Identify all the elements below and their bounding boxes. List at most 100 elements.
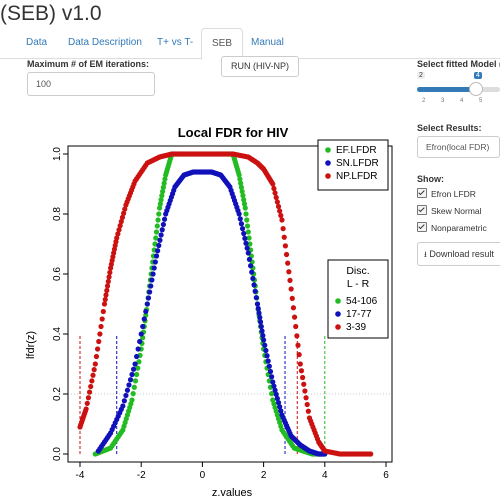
data-point-np-lfdr [94,346,101,352]
data-point-sn-lfdr [151,265,157,271]
legend-marker [325,147,331,153]
data-point-ef-lfdr [243,211,249,217]
data-point-sn-lfdr [277,404,283,410]
download-button-label: Download result [429,249,494,259]
em-iterations-input[interactable]: 100 [27,72,155,96]
data-point-np-lfdr [91,367,97,373]
download-button[interactable]: ⭳ Download result [417,242,500,266]
data-point-np-lfdr [293,323,299,330]
data-point-sn-lfdr [132,361,138,367]
x-tick-label: -4 [76,470,85,481]
data-point-np-lfdr [304,401,310,408]
data-point-np-lfdr [89,378,95,384]
tab-data-description[interactable]: Data Description [68,37,142,48]
slider-handle[interactable] [469,82,483,96]
data-point-sn-lfdr [137,338,143,345]
data-point-np-lfdr [291,314,298,320]
chart-marks [68,151,392,457]
show-efron-lfdr-checkbox[interactable]: Efron LFDR [417,188,476,199]
select-results-dropdown[interactable]: Efron(local FDR) [417,136,500,158]
y-tick-label: 0.6 [52,267,63,281]
select-results-label: Select Results: [417,123,482,133]
legend-methods: EF.LFDR SN.LFDR NP.LFDR [317,139,389,191]
data-point-sn-lfdr [254,301,261,307]
data-point-sn-lfdr [271,383,277,389]
slider-tick-5: 5 [479,98,483,104]
tab-data[interactable]: Data [26,37,48,48]
data-point-ef-lfdr [131,384,137,390]
em-iterations-label: Maximum # of EM iterations: [27,59,150,69]
data-point-sn-lfdr [260,332,266,339]
data-point-sn-lfdr [144,301,150,307]
data-point-np-lfdr [272,190,278,196]
data-point-sn-lfdr [152,259,158,265]
data-point-ef-lfdr [156,211,162,217]
data-point-sn-lfdr [256,310,262,316]
data-point-sn-lfdr [258,323,264,330]
data-point-np-lfdr [92,361,98,367]
data-point-sn-lfdr [239,226,246,232]
data-point-np-lfdr [275,203,282,210]
data-point-ef-lfdr [239,188,245,195]
data-point-np-lfdr [99,316,105,322]
tab-seb[interactable]: SEB [201,28,243,60]
x-tick-label: 6 [383,470,389,481]
data-point-sn-lfdr [127,377,134,383]
data-point-sn-lfdr [272,387,278,393]
show-skew-normal-checkbox[interactable]: Skew Normal [417,205,482,216]
tab-t-plus-vs-t-minus[interactable]: T+ vs T- [157,37,194,48]
legend2-entry: 3-39 [346,322,366,333]
data-point-np-lfdr [122,206,128,212]
data-point-sn-lfdr [273,391,279,397]
data-point-ef-lfdr [244,217,250,223]
data-point-np-lfdr [90,372,96,378]
data-point-sn-lfdr [261,337,267,343]
data-point-sn-lfdr [259,328,265,334]
data-point-np-lfdr [281,234,287,240]
data-point-np-lfdr [88,383,94,390]
data-point-ef-lfdr [240,193,246,199]
data-point-sn-lfdr [143,308,149,315]
show-nonparametric-checkbox[interactable]: Nonparametric [417,222,487,233]
data-point-sn-lfdr [257,319,264,325]
data-point-np-lfdr [274,199,280,205]
data-point-np-lfdr [116,227,122,233]
data-point-np-lfdr [288,286,294,292]
model-slider[interactable]: 2 4 2 3 4 5 [417,72,500,112]
data-point-sn-lfdr [120,403,126,409]
slider-fill [417,87,477,92]
data-point-np-lfdr [121,210,127,216]
lfdr-chart: Local FDR for HIV lfdr(z) z.values 0.00.… [25,125,393,499]
data-point-sn-lfdr [156,242,162,249]
data-point-np-lfdr [98,323,104,330]
data-point-ef-lfdr [158,197,164,203]
data-point-ef-lfdr [134,371,140,378]
run-button[interactable]: RUN (HIV-NP) [221,56,299,77]
data-point-sn-lfdr [263,347,269,354]
data-point-sn-lfdr [270,379,276,385]
data-point-sn-lfdr [141,316,147,322]
data-point-np-lfdr [97,331,103,337]
data-point-sn-lfdr [267,368,274,375]
data-point-sn-lfdr [246,256,253,262]
data-point-np-lfdr [118,218,124,225]
data-point-np-lfdr [270,181,276,187]
data-point-np-lfdr [300,374,306,381]
tab-manual[interactable]: Manual [251,37,284,48]
data-point-sn-lfdr [149,277,155,283]
data-point-sn-lfdr [266,363,272,369]
data-point-sn-lfdr [150,271,156,277]
x-tick-label: -2 [137,470,146,481]
data-point-sn-lfdr [238,221,245,227]
data-point-sn-lfdr [247,263,254,269]
data-point-np-lfdr [86,389,93,395]
data-point-np-lfdr [102,296,108,303]
data-point-np-lfdr [101,301,108,307]
data-point-np-lfdr [84,400,90,406]
data-point-sn-lfdr [124,387,131,393]
data-point-sn-lfdr [126,382,132,388]
y-tick-label: 0.2 [52,387,63,401]
x-tick-label: 4 [322,470,328,481]
data-point-ef-lfdr [136,359,142,365]
data-point-np-lfdr [119,214,126,220]
